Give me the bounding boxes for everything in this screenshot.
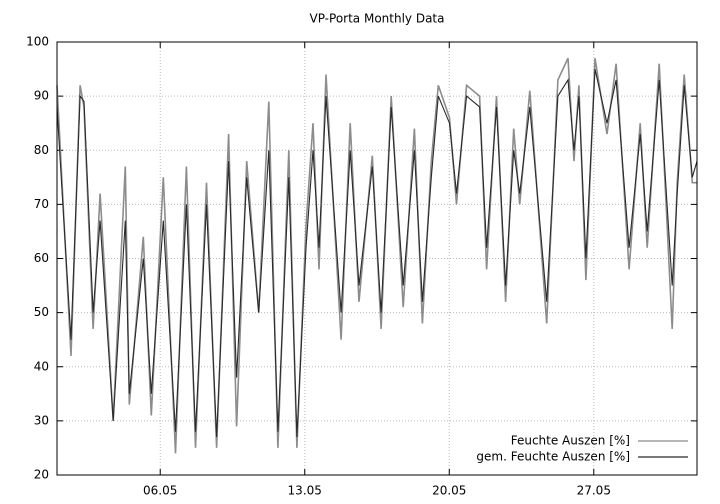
- data-line: [56, 68, 698, 438]
- x-tick-label: 13.05: [288, 484, 322, 498]
- plot-frame: [56, 41, 698, 476]
- x-tick-label: 27.05: [577, 484, 611, 498]
- y-tick-label: 40: [34, 359, 49, 373]
- y-tick-label: 60: [34, 251, 49, 265]
- y-tick-label: 30: [34, 413, 49, 427]
- y-tick-label: 70: [34, 197, 49, 211]
- x-tick-label: 06.05: [143, 484, 177, 498]
- y-tick-label: 100: [26, 35, 49, 49]
- chart-title: VP-Porta Monthly Data: [310, 12, 445, 26]
- y-tick-label: 80: [34, 143, 49, 157]
- legend-label: Feuchte Auszen [%]: [511, 434, 630, 448]
- y-tick-label: 90: [34, 89, 49, 103]
- y-tick-label: 50: [34, 305, 49, 319]
- legend-label: gem. Feuchte Auszen [%]: [476, 450, 630, 464]
- y-tick-label: 20: [34, 468, 49, 482]
- x-tick-label: 20.05: [432, 484, 466, 498]
